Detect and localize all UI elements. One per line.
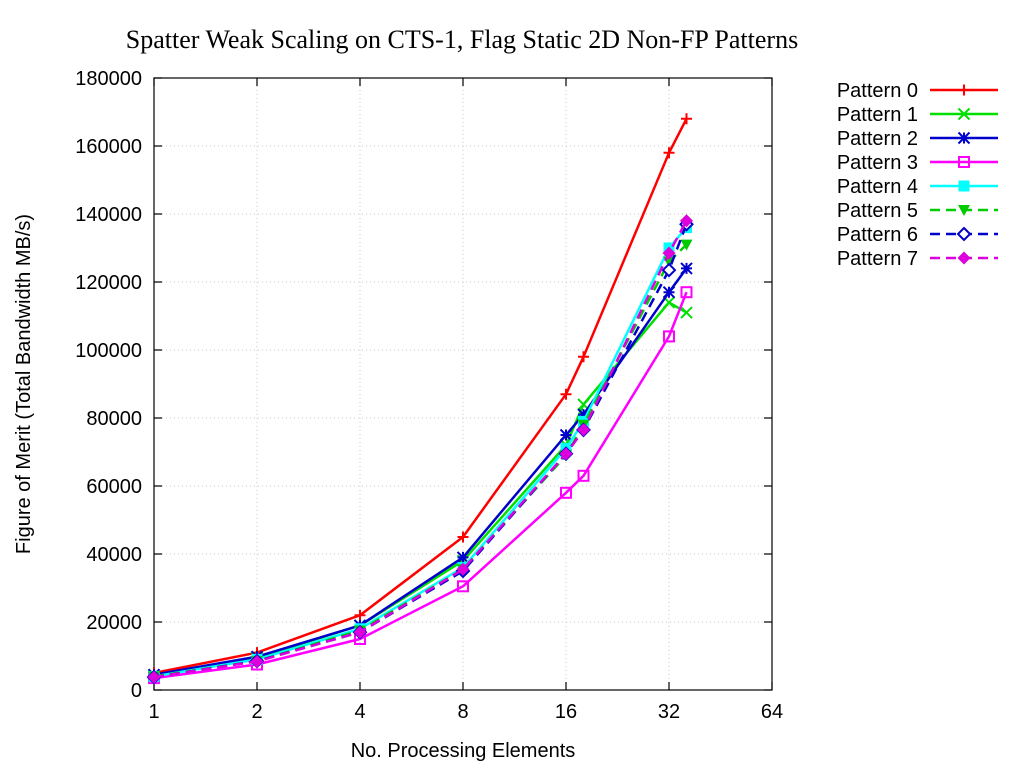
- data-point: [957, 251, 971, 265]
- data-point: [663, 147, 675, 159]
- legend-entry: Pattern 4: [837, 176, 998, 198]
- data-point: [680, 239, 693, 251]
- y-axis-label: Figure of Merit (Total Bandwidth MB/s): [13, 214, 35, 554]
- x-axis-label: No. Processing Elements: [351, 740, 576, 762]
- data-point: [957, 131, 971, 145]
- data-point: [680, 286, 693, 299]
- y-tick-label: 80000: [86, 408, 142, 430]
- series-3: [148, 286, 693, 685]
- x-tick-label: 16: [555, 701, 577, 723]
- data-point: [680, 306, 693, 319]
- y-tick-label: 20000: [86, 612, 142, 634]
- data-point: [560, 486, 572, 499]
- legend-entry: Pattern 5: [837, 200, 998, 222]
- series-line: [153, 243, 688, 678]
- data-point: [662, 246, 676, 260]
- data-point: [661, 262, 677, 278]
- series-line: [153, 267, 688, 676]
- x-tick-label: 8: [457, 701, 468, 723]
- legend-label: Pattern 3: [837, 152, 918, 174]
- grid-lines: [154, 78, 772, 690]
- data-point: [578, 351, 590, 363]
- series-6: [146, 216, 694, 685]
- series-line: [153, 291, 688, 680]
- series-2: [147, 262, 693, 681]
- data-point: [456, 551, 470, 564]
- data-point: [957, 107, 971, 121]
- data-point: [354, 609, 366, 621]
- x-tick-label: 32: [658, 701, 680, 723]
- data-point: [662, 285, 676, 299]
- data-point: [680, 214, 694, 228]
- chart-title: Spatter Weak Scaling on CTS-1, Flag Stat…: [126, 25, 798, 54]
- data-point: [457, 531, 469, 543]
- data-point: [680, 262, 693, 275]
- data-point: [577, 408, 590, 421]
- legend-entry: Pattern 7: [837, 248, 998, 270]
- data-point: [577, 423, 591, 437]
- data-point: [958, 180, 970, 192]
- legend-entry: Pattern 0: [837, 80, 998, 102]
- series-line: [153, 226, 688, 678]
- legend-entry: Pattern 6: [837, 224, 998, 246]
- x-tick-label: 1: [148, 701, 159, 723]
- y-tick-label: 60000: [86, 476, 142, 498]
- data-point: [456, 562, 470, 576]
- data-point: [681, 113, 693, 125]
- data-point: [559, 428, 573, 442]
- data-point: [250, 654, 264, 668]
- data-point: [353, 625, 367, 639]
- y-tick-label: 40000: [86, 544, 142, 566]
- series-5: [148, 239, 693, 683]
- legend-label: Pattern 7: [837, 248, 918, 270]
- series-line: [153, 220, 688, 679]
- series-1: [147, 296, 693, 682]
- y-tick-label: 120000: [75, 272, 142, 294]
- data-point: [956, 226, 972, 242]
- series-line: [153, 301, 688, 677]
- series-group: [146, 113, 694, 685]
- y-tick-label: 180000: [75, 68, 142, 90]
- legend-label: Pattern 0: [837, 80, 918, 102]
- legend-label: Pattern 1: [837, 104, 918, 126]
- y-tick-label: 140000: [75, 204, 142, 226]
- series-7: [147, 214, 694, 684]
- x-tick-label: 4: [354, 701, 365, 723]
- data-point: [958, 156, 970, 168]
- legend-label: Pattern 5: [837, 200, 918, 222]
- legend-label: Pattern 4: [837, 176, 918, 198]
- x-tick-label: 2: [251, 701, 262, 723]
- x-tick-label: 64: [761, 701, 783, 723]
- y-tick-label: 160000: [75, 136, 142, 158]
- data-point: [577, 469, 590, 482]
- data-point: [663, 330, 675, 343]
- legend-entry: Pattern 3: [837, 152, 998, 174]
- data-point: [559, 447, 573, 461]
- y-tick-label: 100000: [75, 340, 142, 362]
- data-point: [560, 388, 572, 400]
- data-point: [958, 205, 970, 216]
- legend-label: Pattern 2: [837, 128, 918, 150]
- legend-entry: Pattern 1: [837, 104, 998, 126]
- legend-label: Pattern 6: [837, 224, 918, 246]
- y-tick-label: 0: [131, 680, 142, 702]
- data-point: [147, 670, 161, 684]
- series-line: [153, 118, 688, 675]
- data-point: [958, 84, 970, 96]
- legend-entry: Pattern 2: [837, 128, 998, 150]
- data-point: [457, 580, 469, 593]
- axis-ticks: 1 2 4 8 16 32 64 0 20000 40000 60000 80000 100000 120…: [75, 68, 783, 723]
